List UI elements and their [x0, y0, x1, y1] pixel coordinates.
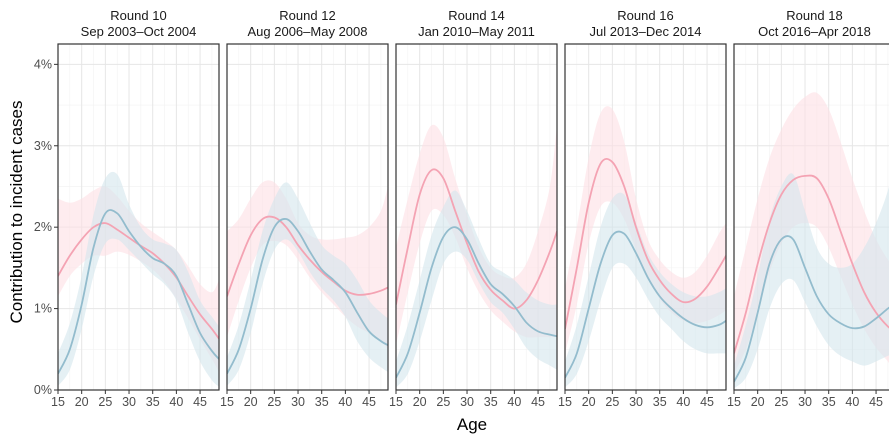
panel-border	[226, 43, 389, 391]
pink-ci-band	[734, 92, 889, 374]
y-tick-label: 2%	[34, 220, 52, 234]
x-tick-label: 20	[751, 395, 765, 409]
x-tick-label: 40	[338, 395, 352, 409]
panel-title: Round 16	[617, 8, 673, 23]
x-tick-label: 25	[98, 395, 112, 409]
y-tick-label: 4%	[34, 57, 52, 71]
pink-series-line	[227, 215, 388, 297]
x-tick-label: 15	[727, 395, 741, 409]
pink-ci-band	[565, 106, 726, 354]
x-tick-label: 40	[676, 395, 690, 409]
panel-plot-area	[227, 180, 388, 386]
panel-border	[564, 43, 727, 391]
panel-plot-area	[734, 92, 889, 389]
y-tick-label: 3%	[34, 139, 52, 153]
pink-series-line	[396, 168, 557, 310]
pink-series-line	[565, 158, 726, 330]
x-tick-label: 40	[507, 395, 521, 409]
panel-border	[395, 43, 558, 391]
x-tick-label: 25	[605, 395, 619, 409]
x-tick-label: 15	[220, 395, 234, 409]
blue-series-line	[396, 226, 557, 379]
y-axis-title: Contribution to incident cases	[7, 100, 26, 323]
panel-title: Round 12	[279, 8, 335, 23]
x-tick-label: 40	[845, 395, 859, 409]
blue-ci-band	[734, 173, 889, 389]
y-tick-label: 1%	[34, 302, 52, 316]
x-tick-label: 25	[436, 395, 450, 409]
x-tick-label: 30	[460, 395, 474, 409]
x-tick-label: 35	[315, 395, 329, 409]
blue-ci-band	[227, 182, 388, 386]
x-tick-label: 30	[798, 395, 812, 409]
x-tick-label: 45	[362, 395, 376, 409]
blue-ci-band	[396, 190, 557, 388]
x-tick-label: 25	[267, 395, 281, 409]
blue-series-line	[565, 230, 726, 379]
panel-title: Round 14	[448, 8, 504, 23]
x-tick-label: 45	[531, 395, 545, 409]
blue-ci-band	[565, 192, 726, 388]
panel-plot-area	[565, 106, 726, 388]
x-tick-label: 40	[169, 395, 183, 409]
panel-plot-area	[396, 124, 557, 388]
x-tick-label: 45	[193, 395, 207, 409]
panel-title: Round 18	[786, 8, 842, 23]
x-tick-label: 20	[75, 395, 89, 409]
x-tick-label: 35	[484, 395, 498, 409]
x-tick-label: 35	[822, 395, 836, 409]
blue-series-line	[734, 235, 889, 383]
x-tick-label: 20	[244, 395, 258, 409]
x-tick-label: 35	[653, 395, 667, 409]
x-tick-label: 20	[413, 395, 427, 409]
x-tick-label: 15	[558, 395, 572, 409]
blue-ci-band	[58, 171, 219, 387]
x-tick-label: 30	[122, 395, 136, 409]
panel-subtitle: Aug 2006–May 2008	[248, 24, 368, 39]
panel-subtitle: Sep 2003–Oct 2004	[81, 24, 197, 39]
panel-border	[57, 43, 220, 391]
x-tick-label: 45	[869, 395, 883, 409]
panel-border	[733, 43, 889, 391]
panel-subtitle: Oct 2016–Apr 2018	[758, 24, 871, 39]
pink-series-line	[734, 174, 889, 354]
x-tick-label: 15	[51, 395, 65, 409]
y-tick-label: 0%	[34, 383, 52, 397]
x-tick-label: 30	[629, 395, 643, 409]
panel-subtitle: Jul 2013–Dec 2014	[589, 24, 701, 39]
x-tick-label: 20	[582, 395, 596, 409]
blue-series-line	[58, 209, 219, 375]
panel-subtitle: Jan 2010–May 2011	[418, 24, 535, 39]
x-tick-label: 15	[389, 395, 403, 409]
x-tick-label: 35	[146, 395, 160, 409]
panel-title: Round 10	[110, 8, 166, 23]
panel-plot-area	[58, 171, 219, 387]
x-tick-label: 30	[291, 395, 305, 409]
x-tick-label: 45	[700, 395, 714, 409]
x-axis-title: Age	[457, 415, 487, 434]
blue-series-line	[227, 218, 388, 375]
x-tick-label: 25	[774, 395, 788, 409]
